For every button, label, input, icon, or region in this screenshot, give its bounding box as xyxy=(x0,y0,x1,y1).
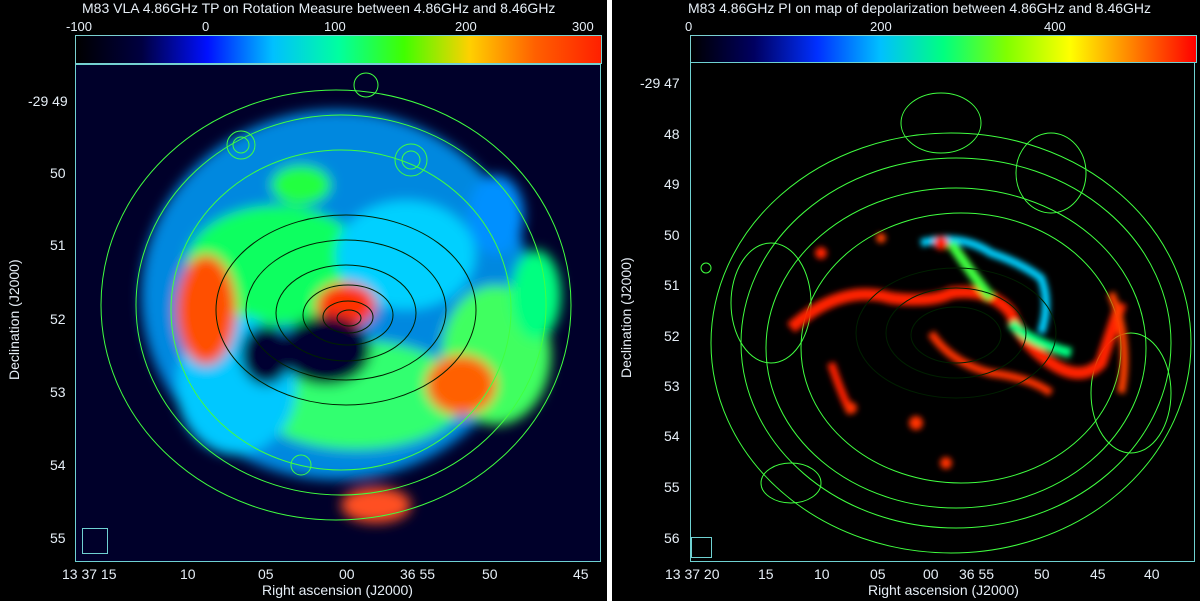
left-y-tick-0: -29 49 xyxy=(28,93,68,109)
right-beam-box xyxy=(691,537,712,558)
right-y-axis-title: Declination (J2000) xyxy=(618,257,634,378)
right-colorbar-label-0: 0 xyxy=(685,19,693,34)
left-y-tick-5: 54 xyxy=(50,457,66,473)
right-x-tick-4: 00 xyxy=(923,566,939,582)
left-green-contours xyxy=(100,72,572,521)
right-colorbar-label-2: 400 xyxy=(1044,19,1066,34)
right-y-tick-8: 55 xyxy=(664,479,680,495)
right-x-tick-3: 05 xyxy=(870,566,886,582)
left-x-tick-1: 10 xyxy=(180,566,196,582)
right-x-axis-title: Right ascension (J2000) xyxy=(868,582,1019,598)
right-y-tick-0: -29 47 xyxy=(640,75,680,91)
right-panel: M83 4.86GHz PI on map of depolarization … xyxy=(612,0,1200,601)
left-x-tick-5: 50 xyxy=(482,566,498,582)
right-x-tick-6: 50 xyxy=(1034,566,1050,582)
left-y-tick-2: 51 xyxy=(50,237,66,253)
left-colorbar xyxy=(75,35,602,64)
left-dark-contours xyxy=(215,214,477,406)
left-beam-box xyxy=(82,528,108,554)
right-y-tick-5: 52 xyxy=(664,328,680,344)
left-colorbar-label-0: -100 xyxy=(66,19,93,34)
left-colorbar-label-2: 100 xyxy=(324,19,346,34)
left-y-axis-title: Declination (J2000) xyxy=(6,259,22,380)
left-y-tick-4: 53 xyxy=(50,384,66,400)
left-y-tick-3: 52 xyxy=(50,311,66,327)
left-panel-title: M83 VLA 4.86GHz TP on Rotation Measure b… xyxy=(82,0,556,16)
right-colorbar-label-1: 200 xyxy=(870,19,892,34)
right-x-tick-5: 36 55 xyxy=(959,566,995,582)
right-y-tick-4: 51 xyxy=(664,277,680,293)
left-x-tick-4: 36 55 xyxy=(400,566,436,582)
panel-divider xyxy=(607,0,612,601)
right-y-tick-1: 48 xyxy=(664,126,680,142)
right-x-tick-8: 40 xyxy=(1144,566,1160,582)
left-y-tick-1: 50 xyxy=(50,165,66,181)
left-colorbar-label-4: 300 xyxy=(572,19,594,34)
left-x-tick-0: 13 37 15 xyxy=(62,566,117,582)
right-x-tick-2: 10 xyxy=(814,566,830,582)
left-x-tick-3: 00 xyxy=(339,566,355,582)
right-x-tick-0: 13 37 20 xyxy=(665,566,720,582)
right-y-tick-7: 54 xyxy=(664,428,680,444)
left-x-tick-2: 05 xyxy=(258,566,274,582)
left-colorbar-label-3: 200 xyxy=(455,19,477,34)
left-x-axis-title: Right ascension (J2000) xyxy=(262,582,413,598)
left-x-tick-6: 45 xyxy=(573,566,589,582)
right-panel-title: M83 4.86GHz PI on map of depolarization … xyxy=(688,0,1152,16)
left-y-tick-6: 55 xyxy=(50,530,66,546)
right-x-tick-1: 15 xyxy=(758,566,774,582)
right-y-tick-9: 56 xyxy=(664,530,680,546)
right-y-tick-2: 49 xyxy=(664,176,680,192)
left-map xyxy=(75,64,601,562)
left-map-image xyxy=(100,72,572,523)
right-map xyxy=(690,62,1195,562)
right-depolarization xyxy=(786,233,1129,469)
right-y-tick-3: 50 xyxy=(664,227,680,243)
right-map-image xyxy=(700,92,1192,554)
left-colorbar-label-1: 0 xyxy=(202,19,210,34)
right-y-tick-6: 53 xyxy=(664,378,680,394)
right-green-contours xyxy=(700,92,1192,554)
right-x-tick-7: 45 xyxy=(1090,566,1106,582)
right-dark-contours xyxy=(855,267,1057,399)
right-colorbar xyxy=(690,35,1197,63)
left-panel: M83 VLA 4.86GHz TP on Rotation Measure b… xyxy=(6,0,602,598)
